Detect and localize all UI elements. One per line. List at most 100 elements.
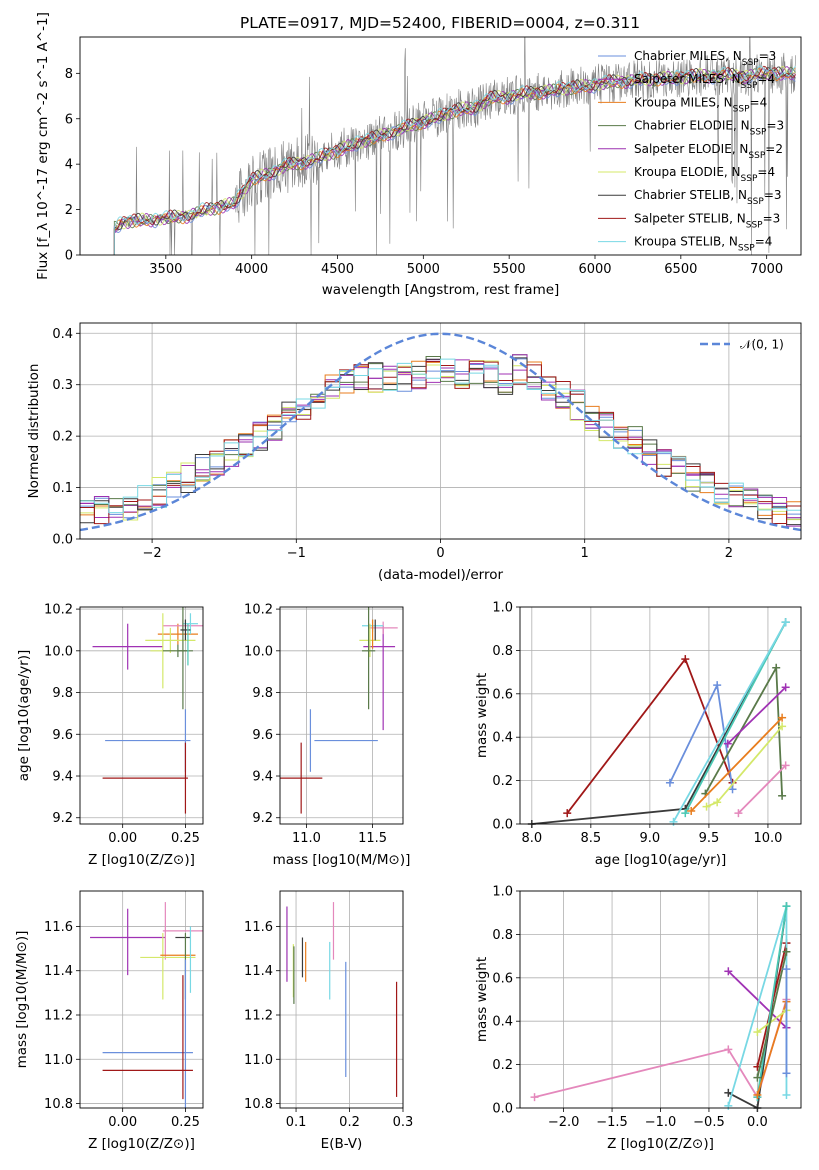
mass_vs_Z-xtick-label: 0.00	[108, 1115, 137, 1130]
mass_vs_EBV-plot-area	[280, 891, 404, 1108]
mass_vs_EBV-xtick-label: 0.1	[286, 1115, 307, 1130]
age_vs_Z-ylabel: age [log10(age/yr)]	[16, 650, 32, 782]
mass_weight_vs_Z-frame	[519, 890, 802, 1109]
age_vs_mass-xtick-label: 11.5	[358, 831, 387, 846]
residuals-legend-label: 𝒩(0, 1)	[740, 338, 784, 352]
spectrum-xtick-label: 5000	[407, 262, 440, 277]
residuals-ytick-label: 0.4	[52, 327, 73, 342]
residuals-legend: 𝒩(0, 1)	[700, 338, 784, 352]
mass_weight_vs_Z-ytick-label: 0.6	[492, 971, 513, 986]
panel-mass_vs_Z: 0.00 0.25 10.8 11.0 11.2 11.4 11.6 Z [log10(Z/Z…	[14, 890, 204, 1152]
residuals-ylabel: Normed distribution	[26, 364, 42, 499]
mass_vs_Z-ylabel: mass [log10(M/M⊙)]	[14, 931, 30, 1069]
age_vs_Z-ytick-label: 10.2	[44, 603, 73, 618]
age_vs_mass-ytick-label: 9.8	[252, 686, 273, 701]
mass_vs_Z-xtick-label: 0.25	[171, 1115, 200, 1130]
mass_vs_EBV-frame	[279, 890, 404, 1109]
age_vs_mass-plot-area	[280, 607, 403, 824]
mass_weight_vs_age-ytick-label: 0.8	[492, 644, 513, 659]
spectrum-xtick-label: 3500	[149, 262, 182, 277]
mass_weight_vs_age-xtick-label: 8.0	[521, 831, 542, 846]
mass_vs_EBV-ytick-label: 10.8	[244, 1097, 273, 1112]
mass_weight_vs_age-series-line-9	[737, 764, 787, 814]
mass_vs_Z-plot-area	[80, 891, 203, 1108]
age_vs_Z-plot-area	[80, 607, 203, 824]
age_vs_mass-points	[280, 607, 398, 814]
spectrum-legend-label: Chabrier ELODIE, NSSP=3	[634, 119, 784, 138]
mass_vs_EBV-points	[286, 902, 398, 1097]
spectrum-ytick-label: 2	[65, 203, 73, 218]
mass_weight_vs_Z-ytick-label: 0.2	[492, 1058, 513, 1073]
spectrum-model-line-5	[113, 65, 796, 255]
mass_weight_vs_Z-xtick-label: −1.0	[645, 1115, 677, 1130]
mass_weight_vs_Z-series-line-7	[756, 1009, 788, 1033]
panels-group: 3500 4000 4500 5000 5500 6000 6500 7000 0 2 4 6 8 Cha…	[14, 12, 802, 1152]
spectrum-ytick-label: 0	[65, 249, 73, 264]
age_vs_Z-xtick-label: 0.25	[171, 831, 200, 846]
mass_weight_vs_age-series-line-7	[727, 686, 787, 745]
mass_weight_vs_Z-ytick-label: 0.0	[492, 1102, 513, 1117]
spectrum-legend-label: Salpeter STELIB, NSSP=3	[634, 211, 780, 230]
age_vs_Z-ytick-label: 10.0	[44, 644, 73, 659]
mass_weight_vs_age-xtick-label: 10.0	[753, 831, 782, 846]
mass_weight_vs_age-series-line-4	[672, 621, 787, 823]
age_vs_Z-ytick-label: 9.6	[52, 728, 73, 743]
mass_weight_vs_Z-ytick-label: 0.4	[492, 1015, 513, 1030]
mass_vs_Z-ytick-label: 11.4	[44, 964, 73, 979]
mass_weight_vs_Z-series-line-5	[756, 906, 788, 1098]
mass_vs_EBV-xtick-label: 0.3	[393, 1115, 414, 1130]
spectrum-model-line-8	[113, 65, 796, 255]
mass_vs_EBV-ytick-label: 11.0	[244, 1053, 273, 1068]
age_vs_mass-ytick-label: 9.6	[252, 728, 273, 743]
mass_vs_EBV-ytick-label: 11.4	[244, 964, 273, 979]
residuals-frame	[79, 322, 802, 540]
spectrum-ytick-label: 4	[65, 158, 73, 173]
residuals-xtick-label: 0	[436, 546, 444, 561]
mass_weight_vs_age-series-line-6	[690, 717, 783, 812]
mass_vs_Z-frame	[79, 890, 204, 1109]
spectrum-ylabel: Flux [f_λ 10^-17 erg cm^-2 s^-1 A^-1]	[35, 12, 51, 280]
mass_weight_vs_age-ytick-label: 0.4	[492, 731, 513, 746]
age_vs_Z-ytick-label: 9.2	[52, 811, 73, 826]
mass_vs_Z-ytick-label: 11.2	[44, 1009, 73, 1024]
mass_weight_vs_Z-xtick-label: −2.0	[548, 1115, 580, 1130]
spectrum-frame	[79, 36, 802, 256]
residuals-xtick-label: 1	[581, 546, 589, 561]
residuals-ytick-label: 0.0	[52, 533, 73, 548]
residuals-hist-8	[80, 358, 801, 514]
age_vs_Z-xlabel: Z [log10(Z/Z⊙)]	[88, 852, 195, 868]
spectrum-xtick-label: 7000	[750, 262, 783, 277]
mass_weight_vs_age-ytick-label: 0.0	[492, 818, 513, 833]
age_vs_mass-ytick-label: 9.2	[252, 811, 273, 826]
age_vs_Z-ytick-label: 9.4	[52, 770, 73, 785]
mass_vs_Z-xlabel: Z [log10(Z/Z⊙)]	[88, 1136, 195, 1152]
mass_weight_vs_age-xtick-label: 8.5	[580, 831, 601, 846]
mass_weight_vs_Z-xtick-label: −1.5	[596, 1115, 628, 1130]
residuals-xtick-label: −1	[287, 546, 306, 561]
panel-mass_weight_vs_Z: −2.0 −1.5 −1.0 −0.5 0.0 0.0 0.2 0.4 0.6 0.8 1.0 Z […	[474, 885, 802, 1152]
residuals-xlabel: (data-model)/error	[378, 567, 504, 583]
age_vs_Z-frame	[79, 606, 204, 825]
mass_weight_vs_age-ytick-label: 0.2	[492, 774, 513, 789]
age_vs_mass-xtick-label: 11.0	[292, 831, 321, 846]
spectrum-xtick-label: 6000	[578, 262, 611, 277]
panel-residuals: −2 −1 0 1 2 0.0 0.1 0.2 0.3 0.4 𝒩(0, 1) (data-model…	[26, 322, 802, 583]
mass_vs_EBV-xtick-label: 0.2	[339, 1115, 360, 1130]
age_vs_mass-xlabel: mass [log10(M/M⊙)]	[273, 852, 411, 868]
age_vs_mass-ytick-label: 10.2	[244, 603, 273, 618]
spectrum-legend-label: Kroupa ELODIE, NSSP=4	[634, 165, 775, 184]
mass_weight_vs_age-series-line-3	[684, 621, 787, 814]
spectrum-model-line-3	[113, 66, 796, 255]
panel-age_vs_mass: 11.0 11.5 9.2 9.4 9.6 9.8 10.0 10.2 mass [log10(…	[244, 603, 411, 868]
residuals-plot-area	[80, 323, 801, 540]
mass_weight_vs_Z-xtick-label: −0.5	[693, 1115, 725, 1130]
mass_vs_Z-ytick-label: 10.8	[44, 1097, 73, 1112]
mass_weight_vs_Z-ytick-label: 1.0	[492, 885, 513, 900]
mass_weight_vs_age-xtick-label: 9.0	[640, 831, 661, 846]
mass_weight_vs_age-series-line-8	[706, 725, 783, 808]
residuals-ytick-label: 0.3	[52, 378, 73, 393]
mass_weight_vs_Z-series-line-8	[756, 951, 788, 1078]
mass_weight_vs_age-ylabel: mass weight	[474, 673, 490, 758]
spectrum-legend-label: Kroupa MILES, NSSP=4	[634, 95, 767, 114]
panel-age_vs_Z: 0.00 0.25 9.2 9.4 9.6 9.8 10.0 10.2 Z [log10(Z/Z…	[16, 603, 204, 868]
